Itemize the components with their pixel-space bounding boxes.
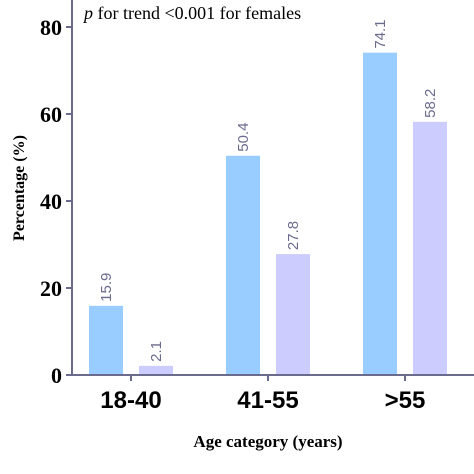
trend-annotation-p: p <box>82 3 93 23</box>
value-label-series-2-41-55: 27.8 <box>285 221 302 250</box>
bar-series-2->55 <box>413 121 447 375</box>
value-label-series-1-41-55: 50.4 <box>235 123 252 152</box>
x-ticks-group: 18-40 41-55 >55 <box>100 375 425 414</box>
y-tick-label-0: 0 <box>51 363 62 388</box>
x-tick-label->55: >55 <box>385 387 426 414</box>
trend-annotation-text: for trend <0.001 for females <box>93 3 301 23</box>
bars-group <box>89 52 447 375</box>
value-label-series-1-18-40: 15.9 <box>98 273 115 302</box>
y-axis-label: Percentage (%) <box>11 135 28 241</box>
bar-series-2-41-55 <box>276 254 310 375</box>
x-tick-label-18-40: 18-40 <box>100 387 161 414</box>
bar-series-2-18-40 <box>139 365 173 375</box>
value-label-series-2->55: 58.2 <box>422 89 439 118</box>
y-ticks-group: 0 20 40 60 80 <box>40 15 72 388</box>
value-label-series-1->55: 74.1 <box>372 19 389 48</box>
value-labels-group: 15.9 50.4 74.1 2.1 27.8 58.2 <box>98 19 439 361</box>
x-tick-label-41-55: 41-55 <box>237 387 298 414</box>
trend-annotation: p for trend <0.001 for females <box>82 3 301 23</box>
y-tick-label-40: 40 <box>40 189 62 214</box>
value-label-series-2-18-40: 2.1 <box>148 341 165 362</box>
bar-series-1-41-55 <box>226 155 260 375</box>
y-tick-label-20: 20 <box>40 276 62 301</box>
x-axis-label: Age category (years) <box>193 432 342 451</box>
bar-series-1->55 <box>363 52 397 375</box>
bar-series-1-18-40 <box>89 305 123 375</box>
y-tick-label-80: 80 <box>40 15 62 40</box>
y-tick-label-60: 60 <box>40 102 62 127</box>
